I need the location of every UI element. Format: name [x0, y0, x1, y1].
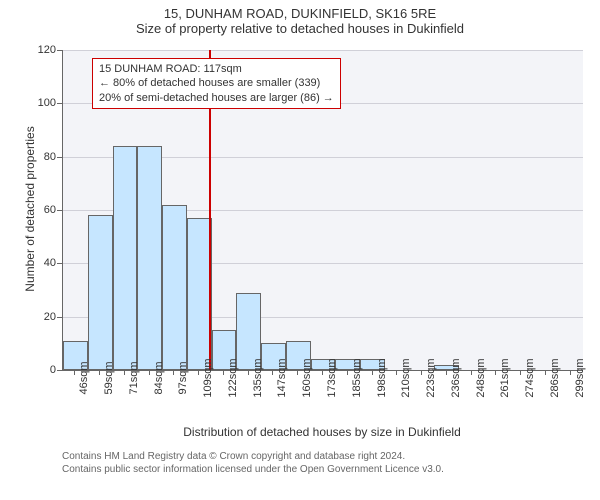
x-tick-label: 59sqm — [103, 361, 115, 394]
x-tick-label: 248sqm — [475, 358, 487, 397]
x-tick-mark — [322, 370, 323, 375]
x-tick-label: 160sqm — [301, 358, 313, 397]
x-tick-mark — [471, 370, 472, 375]
x-tick-mark — [297, 370, 298, 375]
x-tick-label: 223sqm — [425, 358, 437, 397]
chart-container: 15, DUNHAM ROAD, DUKINFIELD, SK16 5RE Si… — [0, 0, 600, 500]
x-tick-mark — [223, 370, 224, 375]
footer: Contains HM Land Registry data © Crown c… — [62, 450, 444, 476]
x-tick-label: 71sqm — [128, 361, 140, 394]
x-tick-label: 135sqm — [252, 358, 264, 397]
x-tick-mark — [198, 370, 199, 375]
footer-line2: Contains public sector information licen… — [62, 463, 444, 476]
x-tick-label: 147sqm — [276, 358, 288, 397]
y-tick-label: 100 — [38, 97, 56, 109]
x-tick-mark — [545, 370, 546, 375]
footer-line1: Contains HM Land Registry data © Crown c… — [62, 450, 444, 463]
y-tick-label: 40 — [44, 257, 56, 269]
x-tick-mark — [272, 370, 273, 375]
x-tick-label: 173sqm — [326, 358, 338, 397]
y-tick-label: 120 — [38, 44, 56, 56]
annotation-line1: 15 DUNHAM ROAD: 117sqm — [99, 62, 334, 76]
histogram-bar — [113, 146, 138, 370]
x-tick-label: 122sqm — [227, 358, 239, 397]
x-tick-mark — [347, 370, 348, 375]
x-tick-mark — [446, 370, 447, 375]
x-tick-mark — [520, 370, 521, 375]
annotation-line3: 20% of semi-detached houses are larger (… — [99, 91, 334, 105]
x-tick-mark — [99, 370, 100, 375]
x-tick-mark — [74, 370, 75, 375]
x-tick-label: 185sqm — [351, 358, 363, 397]
histogram-bar — [137, 146, 162, 370]
histogram-bar — [88, 215, 113, 370]
x-tick-mark — [570, 370, 571, 375]
x-tick-label: 236sqm — [450, 358, 462, 397]
annotation-line2: ← 80% of detached houses are smaller (33… — [99, 76, 334, 90]
histogram-bar — [187, 218, 212, 370]
x-tick-label: 286sqm — [549, 358, 561, 397]
x-tick-label: 97sqm — [177, 361, 189, 394]
annotation-box: 15 DUNHAM ROAD: 117sqm ← 80% of detached… — [92, 58, 341, 109]
x-tick-label: 299sqm — [574, 358, 586, 397]
x-tick-label: 46sqm — [78, 361, 90, 394]
x-tick-label: 198sqm — [376, 358, 388, 397]
y-tick-label: 0 — [50, 364, 56, 376]
x-tick-mark — [149, 370, 150, 375]
x-tick-label: 210sqm — [400, 358, 412, 397]
x-tick-label: 261sqm — [499, 358, 511, 397]
x-tick-label: 84sqm — [153, 361, 165, 394]
gridline — [63, 50, 583, 51]
y-tick-label: 80 — [44, 151, 56, 163]
x-axis-label: Distribution of detached houses by size … — [62, 425, 582, 439]
x-tick-mark — [495, 370, 496, 375]
x-tick-mark — [173, 370, 174, 375]
address-title: 15, DUNHAM ROAD, DUKINFIELD, SK16 5RE — [0, 6, 600, 21]
x-tick-mark — [396, 370, 397, 375]
x-tick-mark — [248, 370, 249, 375]
subtitle: Size of property relative to detached ho… — [0, 21, 600, 36]
x-tick-mark — [372, 370, 373, 375]
y-tick-label: 60 — [44, 204, 56, 216]
x-tick-label: 109sqm — [202, 358, 214, 397]
header: 15, DUNHAM ROAD, DUKINFIELD, SK16 5RE Si… — [0, 0, 600, 36]
x-tick-mark — [421, 370, 422, 375]
y-tick-label: 20 — [44, 311, 56, 323]
y-axis-label: Number of detached properties — [23, 119, 37, 299]
histogram-bar — [162, 205, 187, 370]
x-tick-label: 274sqm — [524, 358, 536, 397]
x-tick-mark — [124, 370, 125, 375]
